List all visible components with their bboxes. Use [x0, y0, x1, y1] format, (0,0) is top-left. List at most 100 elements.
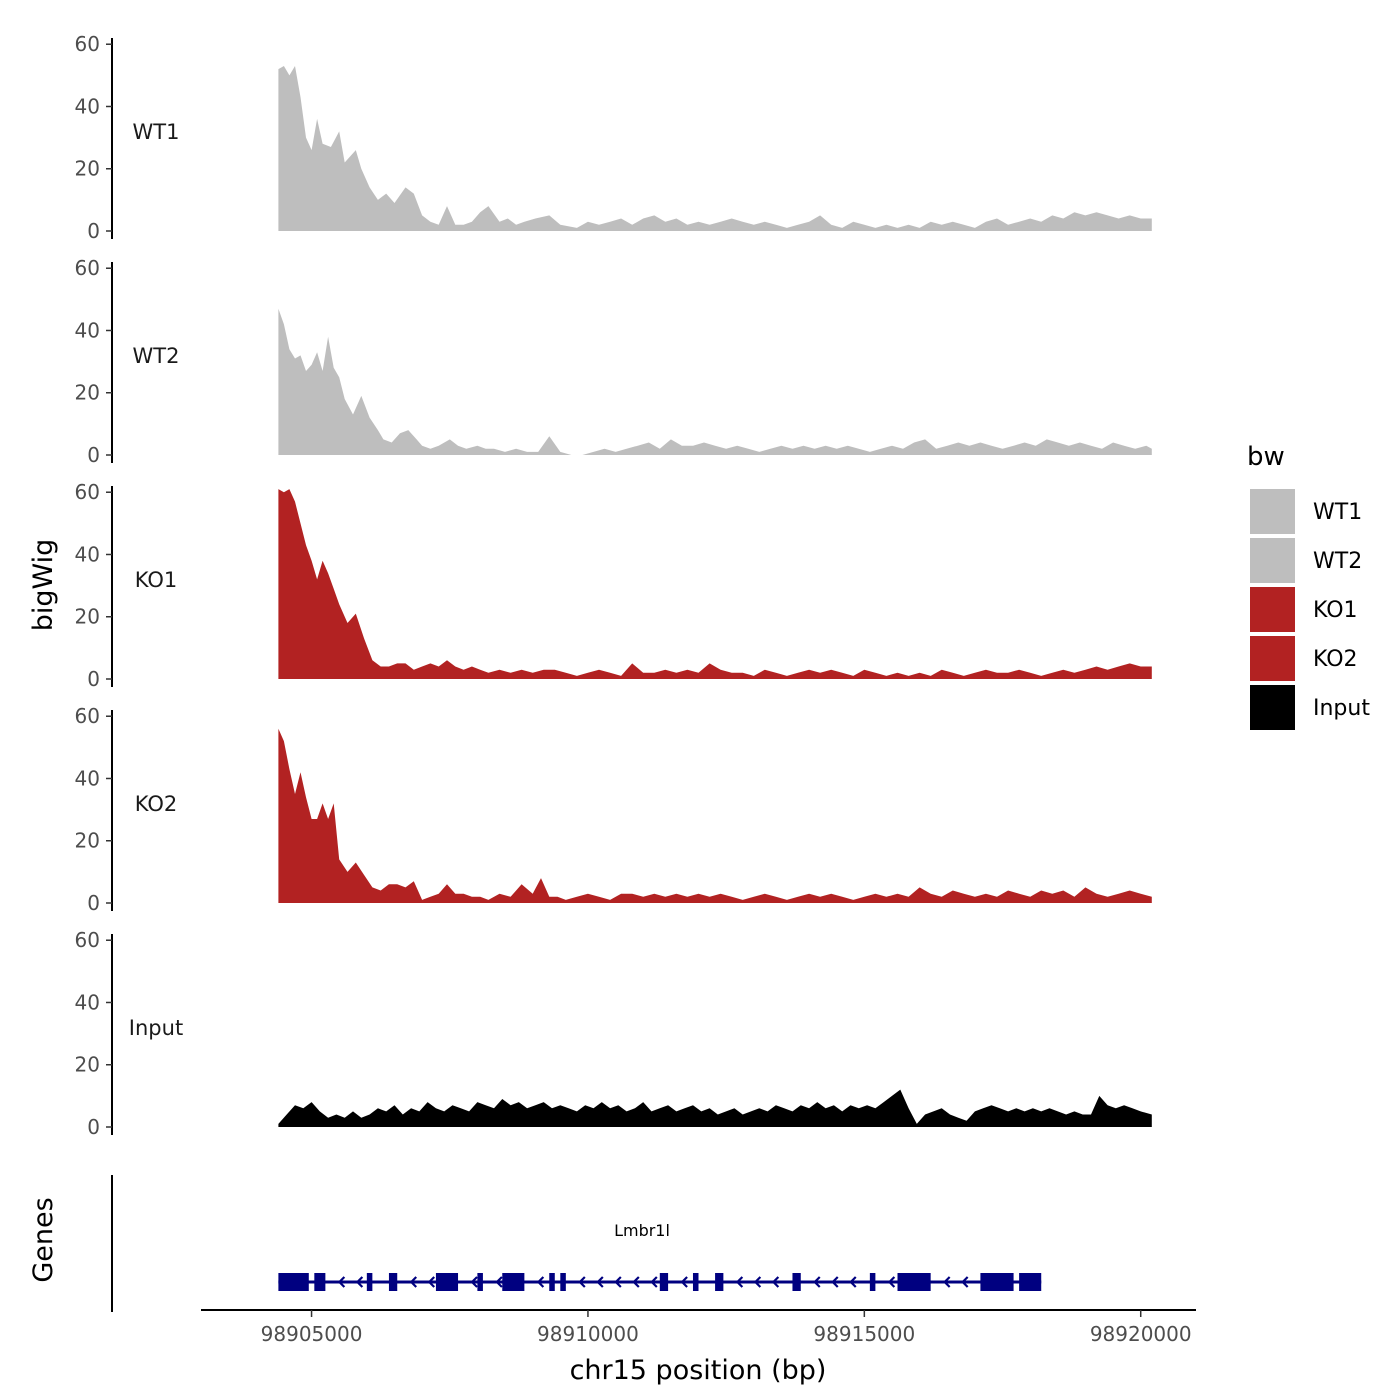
gene-exon [659, 1273, 669, 1291]
strand-arrow [355, 1276, 364, 1288]
area-ko2 [278, 728, 1152, 903]
strand-arrow [495, 1276, 503, 1288]
track-label: WT2 [133, 344, 180, 368]
x-axis-ticks: 98905000 98910000 98915000 98920000 [261, 1310, 1192, 1346]
y-tick-label: 60 [75, 32, 100, 56]
legend-label: WT1 [1313, 500, 1362, 525]
gene-exon [477, 1273, 483, 1291]
strand-arrow [753, 1276, 762, 1288]
gene-exon [692, 1273, 699, 1291]
legend-label: KO1 [1313, 598, 1358, 623]
gene-exon [792, 1273, 801, 1291]
genes-panel [111, 1175, 1042, 1312]
legend-item-ko2: KO2 [1250, 636, 1358, 681]
gene-exon [502, 1273, 525, 1291]
strand-arrow [409, 1276, 418, 1288]
x-tick-label: 98920000 [1090, 1322, 1192, 1346]
y-tick-label: 40 [75, 318, 100, 342]
y-tick-label: 40 [75, 94, 100, 118]
area-wt1 [278, 66, 1152, 231]
y-axis-title: bigWig [28, 539, 59, 632]
strand-arrow [470, 1276, 478, 1288]
legend: WT1 WT2 KO1 KO2 Input [1250, 489, 1370, 730]
y-tick-label: 40 [75, 990, 100, 1014]
strand-arrow [887, 1276, 896, 1288]
gene-exon [435, 1273, 459, 1291]
strand-arrow [943, 1276, 951, 1288]
strand-arrow [596, 1276, 604, 1288]
track-wt2: 0 20 40 60 WT2 [75, 256, 1152, 467]
y-tick-label: 0 [87, 667, 100, 691]
x-tick-label: 98905000 [261, 1322, 363, 1346]
track-label: KO2 [135, 792, 178, 816]
legend-label: Input [1313, 696, 1370, 721]
y-tick-label: 20 [75, 381, 100, 405]
gene-exon [1019, 1273, 1042, 1291]
strand-arrow [632, 1276, 640, 1288]
legend-title: bw [1247, 442, 1285, 472]
strand-arrow [650, 1276, 658, 1288]
tracks-layer: 0 20 40 60 WT1 0 20 40 60 WT2 0 20 40 60 KO1 0 20 40 60 KO2… [75, 32, 1152, 1139]
strand-arrow [680, 1276, 688, 1288]
strand-arrow [578, 1276, 586, 1288]
gene-exon [869, 1273, 876, 1291]
strand-arrow [614, 1276, 622, 1288]
y-tick-label: 60 [75, 928, 100, 952]
legend-label: WT2 [1313, 549, 1362, 574]
y-tick-label: 0 [87, 1115, 100, 1139]
legend-swatch [1250, 587, 1295, 632]
gene-exon [366, 1273, 373, 1291]
gene-exon [278, 1273, 309, 1291]
gene-exon [388, 1273, 398, 1291]
y-tick-label: 20 [75, 1053, 100, 1077]
legend-swatch [1250, 538, 1295, 583]
track-ko2: 0 20 40 60 KO2 [75, 704, 1152, 915]
area-input [278, 1089, 1152, 1127]
strand-arrow [771, 1276, 780, 1288]
legend-swatch [1250, 489, 1295, 534]
strand-arrow [813, 1276, 821, 1288]
gene-exon [715, 1273, 724, 1291]
legend-item-wt2: WT2 [1250, 538, 1362, 583]
gene-label: Lmbr1l [614, 1221, 670, 1240]
legend-item-input: Input [1250, 685, 1370, 730]
area-wt2 [278, 308, 1152, 455]
legend-label: KO2 [1313, 647, 1358, 672]
y-tick-label: 0 [87, 219, 100, 243]
track-ko1: 0 20 40 60 KO1 [75, 480, 1152, 691]
strand-arrow [961, 1276, 969, 1288]
legend-item-wt1: WT1 [1250, 489, 1362, 534]
x-tick-label: 98910000 [537, 1322, 639, 1346]
strand-arrow [337, 1276, 346, 1288]
x-tick-label: 98915000 [813, 1322, 915, 1346]
y-tick-label: 60 [75, 704, 100, 728]
track-wt1: 0 20 40 60 WT1 [75, 32, 1152, 243]
gene-exon [560, 1273, 566, 1291]
track-label: Input [129, 1016, 183, 1040]
area-ko1 [278, 489, 1152, 679]
genes-panel-title: Genes [28, 1197, 59, 1282]
y-tick-label: 0 [87, 891, 100, 915]
y-tick-label: 60 [75, 480, 100, 504]
gene-exon [980, 1273, 1014, 1291]
y-tick-label: 0 [87, 443, 100, 467]
y-tick-label: 40 [75, 766, 100, 790]
legend-item-ko1: KO1 [1250, 587, 1358, 632]
strand-arrow [831, 1276, 839, 1288]
y-tick-label: 20 [75, 829, 100, 853]
track-input: 0 20 40 60 Input [75, 928, 1152, 1139]
strand-arrow [735, 1276, 744, 1288]
track-label: WT1 [133, 120, 180, 144]
gene-exon [314, 1273, 326, 1291]
strand-arrow [427, 1276, 436, 1288]
gene-exon [897, 1273, 931, 1291]
x-axis-title: chr15 position (bp) [570, 1355, 827, 1386]
track-label: KO1 [135, 568, 178, 592]
y-tick-label: 40 [75, 542, 100, 566]
legend-swatch [1250, 685, 1295, 730]
y-tick-label: 60 [75, 256, 100, 280]
y-tick-label: 20 [75, 157, 100, 181]
gene-exon [549, 1273, 555, 1291]
strand-arrow [536, 1276, 545, 1288]
